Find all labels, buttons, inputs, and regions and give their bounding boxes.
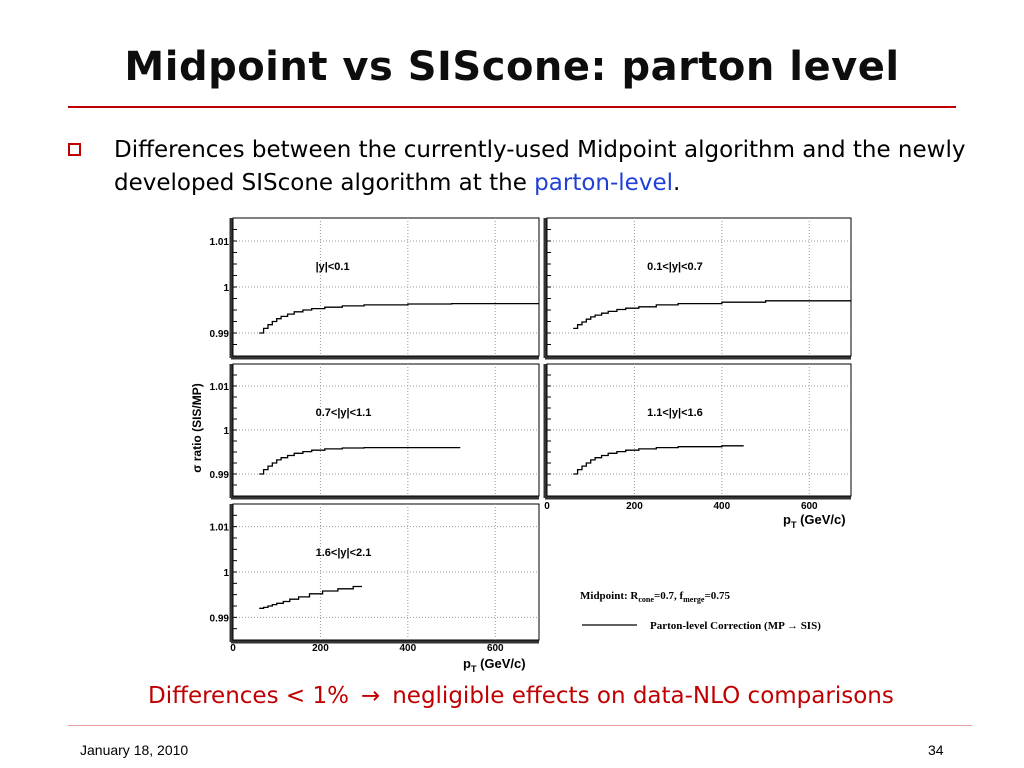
y-tick-label: 0.99: [210, 470, 230, 481]
bullet-text-main: Differences between the currently-used M…: [114, 137, 966, 196]
footer-date: January 18, 2010: [80, 742, 189, 758]
y-tick-label: 1.01: [210, 237, 230, 248]
legend-correction-label: Parton-level Correction (MP → SIS): [650, 620, 821, 632]
x-tick-label: 600: [801, 501, 818, 512]
y-tick-label: 1.01: [210, 382, 230, 393]
y-tick-label: 1: [223, 283, 229, 294]
plot-panel: 0.1<|y|<0.7: [543, 217, 852, 360]
conclusion-text: Differences < 1% → negligible effects on d…: [148, 683, 894, 709]
panel-frame: [546, 217, 852, 357]
plot-panel: 0.99 1 1.01 1.6<|y|<2.1: [210, 503, 540, 644]
ratio-step-line: [573, 300, 851, 330]
y-tick-label: 1: [223, 426, 229, 437]
bullet-highlight: parton-level: [534, 170, 673, 196]
rapidity-bin-label: 0.7<|y|<1.1: [316, 407, 372, 419]
title-underline: [68, 106, 956, 108]
rapidity-bin-label: |y|<0.1: [316, 261, 350, 273]
plot-panel: 0.99 1 1.01 |y|<0.1: [210, 217, 540, 360]
plot-panel: 0.99 1 1.01 0.7<|y|<1.1: [210, 363, 540, 500]
y-tick-label: 0.99: [210, 613, 230, 624]
ratio-step-line: [259, 585, 362, 609]
y-tick-label: 0.99: [210, 329, 230, 340]
x-axis-label: pT (GeV/c): [783, 512, 846, 530]
y-tick-label: 1: [223, 568, 229, 579]
x-tick-label: 0: [544, 501, 550, 512]
x-axis-label: pT (GeV/c): [463, 656, 526, 674]
ratio-step-line: [259, 446, 461, 475]
conclusion-right: negligible effects on data-NLO compariso…: [392, 683, 894, 709]
footer-divider: [68, 725, 972, 726]
rapidity-bin-label: 1.1<|y|<1.6: [647, 407, 703, 419]
ratio-step-line: [259, 302, 539, 334]
rapidity-bin-label: 0.1<|y|<0.7: [647, 261, 703, 273]
x-tick-label: 400: [714, 501, 731, 512]
x-tick-label: 200: [626, 501, 643, 512]
page-number: 34: [928, 742, 944, 758]
x-tick-label: 0: [230, 643, 236, 654]
ratio-step-line: [573, 445, 744, 475]
x-tick-label: 200: [312, 643, 329, 654]
bullet-text-end: .: [672, 170, 681, 196]
y-axis-label: σ ratio (SIS/MP): [190, 383, 204, 473]
y-tick-label: 1.01: [210, 523, 230, 534]
legend-midpoint-params: Midpoint: Rcone=0.7, fmerge=0.75: [580, 590, 730, 604]
arrow-right-icon: →: [360, 683, 381, 709]
slide-title: Midpoint vs SIScone: parton level: [124, 44, 900, 90]
panel-frame: [546, 363, 852, 497]
x-tick-label: 600: [487, 643, 504, 654]
plot-panel: 1.1<|y|<1.6: [543, 363, 852, 500]
bullet-square-icon: [68, 143, 81, 156]
rapidity-bin-label: 1.6<|y|<2.1: [316, 547, 372, 559]
conclusion-left: Differences < 1%: [148, 683, 349, 709]
x-tick-label: 400: [400, 643, 417, 654]
bullet-text: Differences between the currently-used M…: [114, 134, 994, 200]
